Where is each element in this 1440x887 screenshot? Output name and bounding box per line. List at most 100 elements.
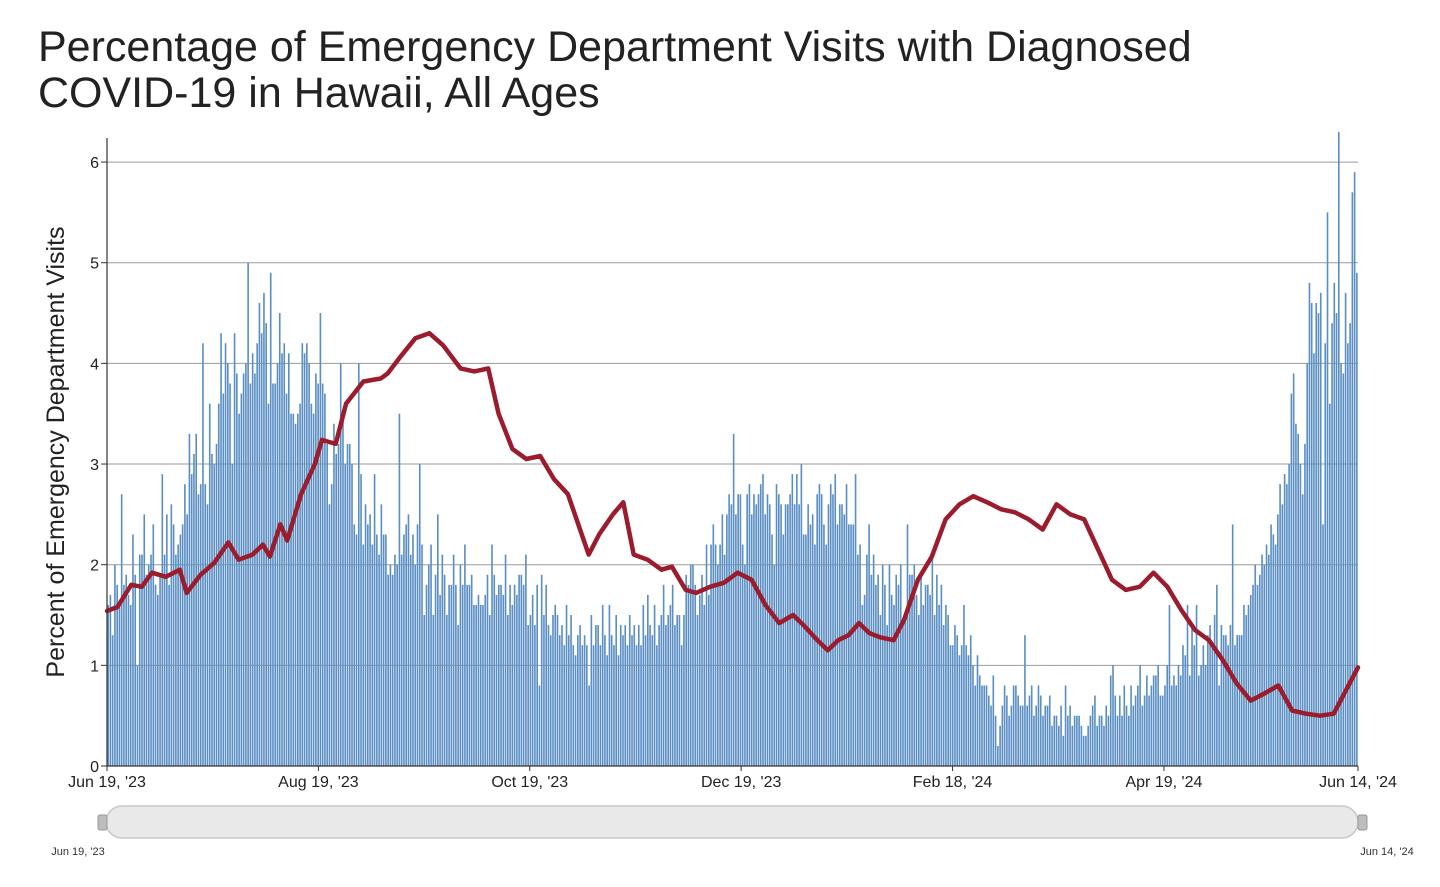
bar[interactable] [687,584,690,766]
bar[interactable] [1240,635,1243,766]
bar[interactable] [1175,685,1178,766]
bar[interactable] [342,413,344,766]
bar[interactable] [665,625,667,766]
bar[interactable] [190,474,193,766]
bar[interactable] [1326,212,1329,766]
bar[interactable] [847,524,850,766]
bar[interactable] [1290,393,1293,766]
bar[interactable] [692,564,694,766]
trend-line[interactable] [104,330,1361,718]
bar[interactable] [1288,464,1290,766]
bar[interactable] [707,594,710,766]
bar[interactable] [965,645,968,766]
bar[interactable] [1033,715,1035,766]
bar[interactable] [238,413,240,766]
bar[interactable] [635,645,638,766]
bar[interactable] [1146,675,1148,766]
bar[interactable] [281,353,283,766]
bar[interactable] [877,574,879,766]
bar[interactable] [719,544,721,766]
bar[interactable] [387,574,389,766]
bar[interactable] [558,635,561,766]
bar[interactable] [676,615,678,766]
bar[interactable] [1245,615,1248,766]
bar[interactable] [495,594,498,766]
bar[interactable] [1159,695,1162,766]
range-end-handle[interactable] [1357,814,1368,831]
bar[interactable] [409,554,412,766]
bar[interactable] [983,685,986,766]
bar[interactable] [1306,363,1309,766]
bar[interactable] [120,494,123,766]
bar[interactable] [1006,695,1008,766]
bar[interactable] [1310,302,1313,766]
bar[interactable] [414,564,417,766]
bar[interactable] [577,635,579,766]
bar[interactable] [972,665,974,766]
bar[interactable] [1155,675,1157,766]
bar[interactable] [610,635,613,766]
bar[interactable] [159,574,161,766]
bar[interactable] [780,504,782,766]
bar[interactable] [768,504,771,766]
bar[interactable] [1220,625,1223,766]
bar[interactable] [297,413,299,766]
bar[interactable] [1051,725,1053,766]
bar[interactable] [728,494,730,766]
bar[interactable] [981,685,983,766]
bar[interactable] [391,574,394,766]
bar[interactable] [852,524,855,766]
bar[interactable] [1328,403,1331,766]
bar[interactable] [911,574,913,766]
bar[interactable] [647,594,649,766]
bar[interactable] [1048,695,1051,766]
bar[interactable] [134,574,137,766]
bar[interactable] [403,534,405,766]
bar[interactable] [958,655,961,766]
bar[interactable] [511,604,514,766]
bar[interactable] [272,383,274,766]
bar[interactable] [312,413,315,766]
bar[interactable] [285,393,288,766]
bar[interactable] [888,564,891,766]
bar[interactable] [1249,594,1252,766]
bar[interactable] [832,494,834,766]
bar[interactable] [522,584,525,766]
bar[interactable] [509,584,511,766]
bar[interactable] [656,645,658,766]
bar[interactable] [940,584,943,766]
bar[interactable] [1263,564,1266,766]
bar[interactable] [606,655,608,766]
bar[interactable] [1179,675,1182,766]
bar[interactable] [468,584,471,766]
bar[interactable] [861,604,864,766]
bar[interactable] [1351,192,1354,766]
bar[interactable] [263,292,265,766]
bar[interactable] [920,574,922,766]
bar[interactable] [1267,554,1270,766]
bar[interactable] [762,474,764,766]
bar[interactable] [475,604,478,766]
range-selector[interactable]: Jun 19, '23 Jun 14, '24 [51,805,1414,858]
bar[interactable] [109,594,112,766]
bar[interactable] [276,363,279,766]
bar[interactable] [662,584,665,766]
bar[interactable] [608,604,611,766]
bar[interactable] [915,594,918,766]
bar[interactable] [1247,604,1250,766]
bar[interactable] [854,474,857,766]
bar[interactable] [398,413,401,766]
bar[interactable] [294,423,297,766]
bar[interactable] [376,534,378,766]
bar[interactable] [660,615,663,766]
bar[interactable] [800,464,803,766]
bar[interactable] [256,343,258,766]
bar[interactable] [622,635,624,766]
bar[interactable] [531,594,534,766]
bar[interactable] [301,343,304,766]
bar[interactable] [513,584,516,766]
bar[interactable] [1067,715,1069,766]
bar[interactable] [355,534,358,766]
bar[interactable] [567,635,570,766]
bar[interactable] [703,604,706,766]
